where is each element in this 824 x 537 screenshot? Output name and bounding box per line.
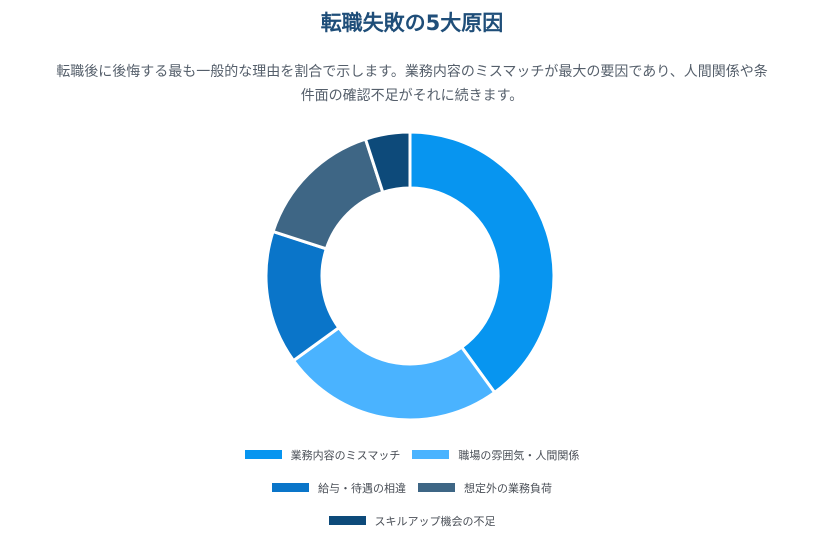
legend-item-unexpected-workload[interactable]: 想定外の業務負荷 [418,480,552,496]
legend-row-1: 業務内容のミスマッチ 職場の雰囲気・人間関係 [0,438,824,471]
legend-swatch [418,483,455,492]
legend-item-workplace-relations[interactable]: 職場の雰囲気・人間関係 [412,447,579,463]
subtitle-line-1: 転職後に後悔する最も一般的な理由を割合で示します。業務内容のミスマッチが最大の要… [56,64,768,80]
legend-swatch [412,450,450,459]
subtitle-line-2: 件面の確認不足がそれに続きます。 [300,88,524,104]
legend-label: 想定外の業務負荷 [464,481,552,495]
legend-row-2: 給与・待遇の相違 想定外の業務負荷 [0,471,824,504]
chart-subtitle: 転職後に後悔する最も一般的な理由を割合で示します。業務内容のミスマッチが最大の要… [0,60,824,108]
legend-label: 職場の雰囲気・人間関係 [458,448,580,462]
donut-slice-workplace-relations[interactable] [291,325,497,422]
donut-slice-skill-opportunity[interactable] [363,130,412,195]
legend-label: 給与・待遇の相違 [318,481,406,495]
legend-swatch [244,450,282,459]
legend-label: スキルアップ機会の不足 [374,514,496,528]
legend-swatch [328,516,366,525]
legend-label: 業務内容のミスマッチ [290,448,401,462]
chart-legend: 業務内容のミスマッチ 職場の雰囲気・人間関係 給与・待遇の相違 想定外の業務負荷… [0,438,824,537]
legend-swatch [272,483,309,492]
donut-slice-unexpected-workload[interactable] [271,137,385,251]
donut-slice-job-mismatch[interactable] [408,130,556,395]
legend-item-job-mismatch[interactable]: 業務内容のミスマッチ [244,447,401,463]
legend-row-3: スキルアップ機会の不足 [0,504,824,537]
legend-item-skill-opportunity[interactable]: スキルアップ機会の不足 [328,513,496,529]
chart-title: 転職失敗の5大原因 [320,11,504,35]
legend-item-salary-difference[interactable]: 給与・待遇の相違 [272,480,406,496]
